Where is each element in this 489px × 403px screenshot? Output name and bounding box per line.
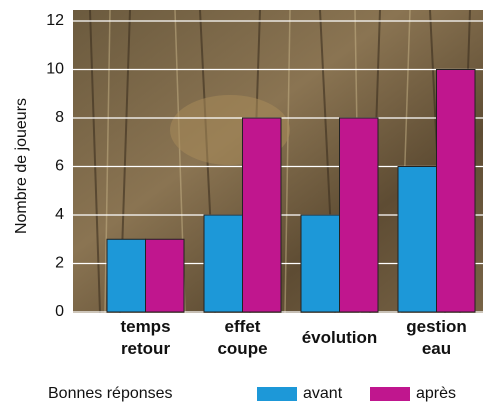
y-tick-label: 0 <box>55 303 64 320</box>
bar <box>301 215 340 312</box>
bar <box>437 70 476 313</box>
x-tick-label: effet coupe <box>193 316 293 360</box>
bar <box>146 239 185 312</box>
bar <box>340 118 379 312</box>
legend-label: avant <box>303 385 343 402</box>
bar <box>107 239 146 312</box>
y-axis-label: Nombre de joueurs <box>13 98 30 234</box>
y-tick-label: 6 <box>55 158 64 175</box>
bar <box>204 215 243 312</box>
y-tick-label: 8 <box>55 109 64 126</box>
y-tick-label: 2 <box>55 255 64 272</box>
legend-swatch <box>257 387 297 401</box>
bar <box>243 118 282 312</box>
legend-label: après <box>416 385 456 402</box>
x-tick-label: temps retour <box>96 316 196 360</box>
chart-container: Nombre de joueurs Bonnes réponses 0 2 4 6 8 1… <box>0 0 489 403</box>
x-tick-label: gestion eau <box>387 316 487 360</box>
y-tick-label: 12 <box>46 12 64 29</box>
legend-title: Bonnes réponses <box>48 385 173 402</box>
legend-swatch <box>370 387 410 401</box>
y-tick-label: 10 <box>46 61 64 78</box>
x-tick-label: évolution <box>290 327 390 349</box>
bar <box>398 167 437 313</box>
y-tick-label: 4 <box>55 206 64 223</box>
